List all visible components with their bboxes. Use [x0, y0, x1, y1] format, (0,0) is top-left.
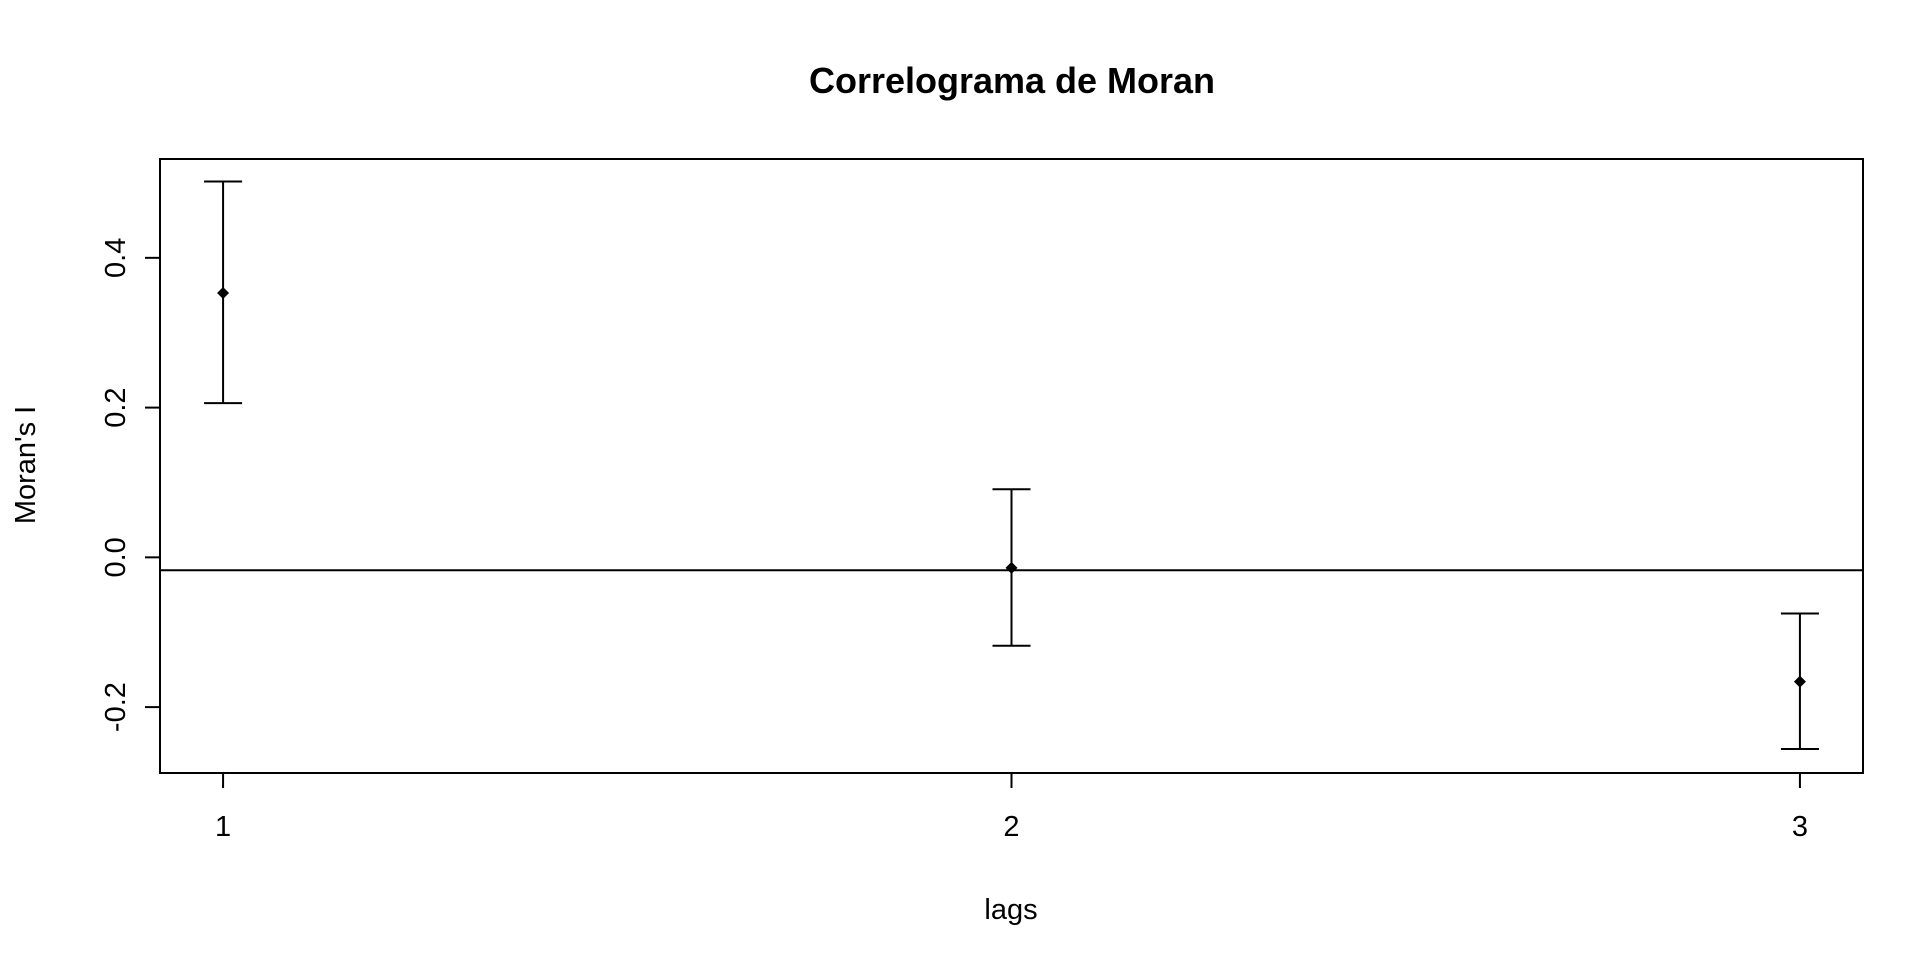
point-markers	[217, 287, 1806, 688]
x-axis-label: lags	[984, 894, 1037, 926]
x-axis: 1 2 3	[215, 773, 1808, 843]
plot-frame	[159, 158, 1864, 774]
point-marker-lag-3	[1793, 675, 1806, 688]
y-axis-label: Moran's I	[10, 406, 42, 524]
x-tick-label: 2	[1003, 811, 1019, 843]
y-axis: -0.2 0.0 0.2 0.4	[100, 238, 160, 732]
x-tick-label: 3	[1792, 811, 1808, 843]
point-marker-lag-2	[1005, 561, 1018, 574]
x-tick-label: 1	[215, 811, 231, 843]
error-bars	[204, 180, 1819, 751]
point-marker-lag-1	[217, 287, 230, 300]
y-tick-label: 0.2	[100, 387, 132, 427]
y-tick-label: 0.0	[100, 537, 132, 577]
chart-title: Correlograma de Moran	[809, 60, 1215, 101]
y-tick-label: -0.2	[100, 682, 132, 732]
y-tick-label: 0.4	[100, 238, 132, 278]
